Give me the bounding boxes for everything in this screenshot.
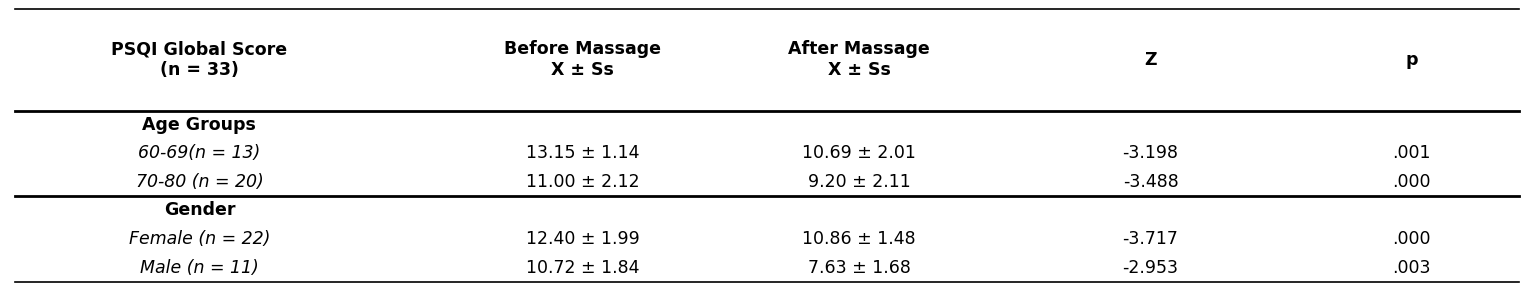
Text: 12.40 ± 1.99: 12.40 ± 1.99 — [526, 230, 640, 248]
Text: PSQI Global Score
(n = 33): PSQI Global Score (n = 33) — [112, 40, 287, 79]
Text: -3.488: -3.488 — [1123, 173, 1178, 191]
Text: 10.72 ± 1.84: 10.72 ± 1.84 — [526, 259, 640, 277]
Text: Gender: Gender — [164, 201, 235, 219]
Text: -3.198: -3.198 — [1123, 144, 1178, 162]
Text: After Massage
X ± Ss: After Massage X ± Ss — [788, 40, 930, 79]
Text: 10.69 ± 2.01: 10.69 ± 2.01 — [802, 144, 916, 162]
Text: .003: .003 — [1391, 259, 1431, 277]
Text: Before Massage
X ± Ss: Before Massage X ± Ss — [505, 40, 661, 79]
Text: 60-69(n = 13): 60-69(n = 13) — [138, 144, 261, 162]
Text: .000: .000 — [1391, 173, 1431, 191]
Text: Age Groups: Age Groups — [143, 116, 256, 134]
Text: Z: Z — [1144, 51, 1157, 69]
Text: 70-80 (n = 20): 70-80 (n = 20) — [135, 173, 264, 191]
Text: -3.717: -3.717 — [1123, 230, 1178, 248]
Text: 13.15 ± 1.14: 13.15 ± 1.14 — [526, 144, 640, 162]
Text: .001: .001 — [1391, 144, 1431, 162]
Text: Male (n = 11): Male (n = 11) — [140, 259, 259, 277]
Text: .000: .000 — [1391, 230, 1431, 248]
Text: Female (n = 22): Female (n = 22) — [129, 230, 270, 248]
Text: 10.86 ± 1.48: 10.86 ± 1.48 — [802, 230, 916, 248]
Text: 7.63 ± 1.68: 7.63 ± 1.68 — [807, 259, 911, 277]
Text: 11.00 ± 2.12: 11.00 ± 2.12 — [526, 173, 640, 191]
Text: -2.953: -2.953 — [1123, 259, 1178, 277]
Text: 9.20 ± 2.11: 9.20 ± 2.11 — [808, 173, 910, 191]
Text: p: p — [1405, 51, 1417, 69]
